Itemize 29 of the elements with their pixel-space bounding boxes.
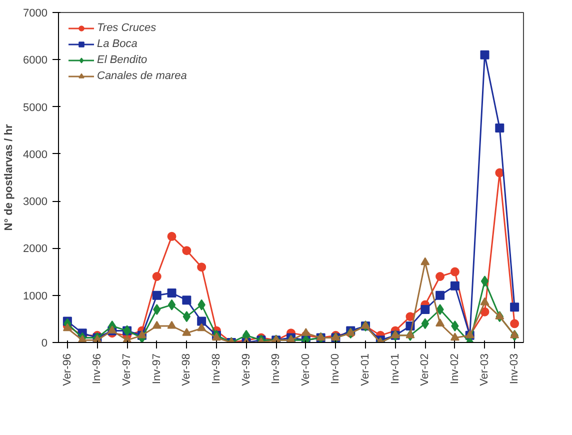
x-tick-label: Inv-03 [508, 353, 521, 384]
x-tick-label: Inv-02 [448, 353, 461, 384]
legend-label: El Bendito [97, 54, 148, 66]
y-tick-label: 4000 [23, 148, 48, 161]
x-tick-label: Inv-00 [330, 353, 342, 384]
x-tick-label: Ver-96 [61, 353, 74, 386]
x-tick-label: Inv-99 [270, 353, 282, 384]
x-tick-label: Ver-98 [180, 353, 193, 386]
y-tick-label: 3000 [23, 196, 48, 208]
y-tick-label: 1000 [23, 290, 48, 302]
x-tick-label: Inv-01 [389, 353, 402, 384]
y-tick-label: 2000 [23, 243, 48, 256]
x-tick-label: Inv-98 [210, 353, 222, 384]
x-tick-label: Ver-02 [419, 353, 432, 386]
legend-label: La Boca [97, 38, 138, 50]
legend-label: Canales de marea [97, 70, 187, 82]
y-tick-label: 7000 [23, 8, 48, 20]
x-tick-label: Ver-01 [360, 353, 372, 386]
x-tick-label: Ver-03 [478, 353, 491, 386]
x-tick-label: Ver-99 [240, 353, 252, 386]
y-tick-label: 5000 [23, 102, 48, 114]
x-tick-label: Inv-96 [91, 353, 104, 384]
y-tick-label: 0 [41, 338, 48, 350]
y-axis-title: N° de postlarvas / hr [3, 124, 16, 231]
y-tick-label: 6000 [23, 54, 48, 67]
x-tick-label: Ver-00 [300, 353, 312, 386]
x-tick-label: Inv-97 [150, 353, 163, 384]
legend-label: Tres Cruces [97, 22, 156, 34]
x-tick-label: Ver-97 [121, 353, 134, 386]
